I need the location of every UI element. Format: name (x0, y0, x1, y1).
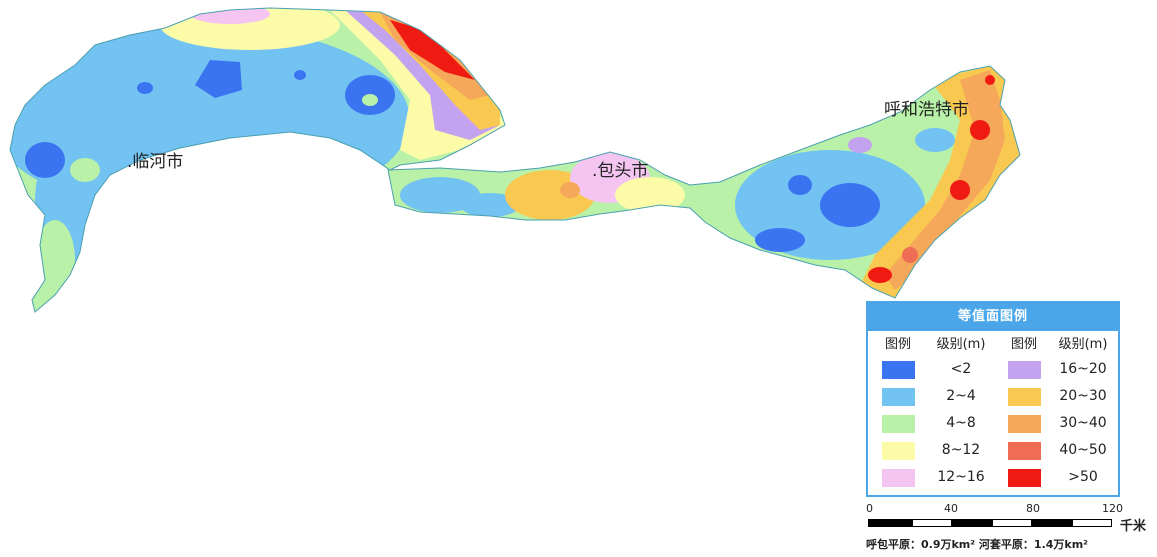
legend-swatch (881, 469, 915, 487)
city-label-huhehaote: 呼和浩特市 (884, 100, 969, 120)
legend-swatch (881, 415, 915, 433)
legend-swatch (881, 442, 915, 460)
legend-row-left-2 (874, 410, 922, 437)
scale-tick: 0 (866, 502, 873, 515)
legend-row-right-3 (1000, 437, 1048, 464)
legend-row-left-1 (874, 383, 922, 410)
legend-level: 8~12 (941, 442, 981, 458)
legend-swatch (1007, 442, 1041, 460)
scale-segment (912, 519, 952, 527)
city-label-baotou: .包头市 (592, 161, 649, 181)
legend-row-left-4 (874, 464, 922, 491)
legend-swatch (1007, 361, 1041, 379)
scale-segment (952, 519, 992, 527)
scale-tick: 120 (1102, 502, 1123, 515)
area-note: 呼包平原：0.9万km² 河套平原：1.4万km² (866, 538, 1088, 551)
scale-segment (992, 519, 1032, 527)
scale-bar: 0 40 80 120 千米 呼包平原：0.9万km² 河套平原：1.4万km² (866, 502, 1156, 556)
legend-level: <2 (950, 361, 972, 377)
legend-level: 40~50 (1059, 442, 1107, 458)
scale-tick: 40 (944, 502, 958, 515)
legend-swatch (1007, 415, 1041, 433)
legend-panel: 等值面图例 图例 级别(m) 图例 级别(m) <2 16~20 2~4 20~… (866, 301, 1120, 497)
legend-title: 等值面图例 (868, 303, 1118, 331)
legend-header-level-left: 级别(m) (936, 337, 986, 352)
legend-swatch (881, 361, 915, 379)
scale-tick: 80 (1026, 502, 1040, 515)
legend-level: 30~40 (1059, 415, 1107, 431)
legend-level: 12~16 (937, 469, 985, 485)
scale-segment (1072, 519, 1112, 527)
legend-row-left-0 (874, 356, 922, 383)
legend-row-left-3 (874, 437, 922, 464)
legend-header-swatch-left: 图例 (884, 337, 911, 352)
legend-row-right-2 (1000, 410, 1048, 437)
hetao-plain-region (10, 8, 505, 312)
scale-unit: 千米 (1120, 519, 1147, 534)
scale-segment (868, 519, 912, 527)
city-label-linhe: .临河市 (127, 152, 184, 172)
legend-level: 20~30 (1059, 388, 1107, 404)
legend-swatch (1007, 388, 1041, 406)
legend-swatch (1007, 469, 1041, 487)
legend-swatch (881, 388, 915, 406)
legend-header-swatch-right: 图例 (1010, 337, 1037, 352)
legend-row-right-1 (1000, 383, 1048, 410)
legend-level: 4~8 (946, 415, 976, 431)
legend-row-right-4 (1000, 464, 1048, 491)
legend-grid: 图例 级别(m) 图例 级别(m) <2 16~20 2~4 20~30 4~8… (874, 334, 1118, 491)
legend-level: >50 (1068, 469, 1098, 485)
legend-level: 2~4 (946, 388, 976, 404)
legend-row-right-0 (1000, 356, 1048, 383)
scale-segment (1032, 519, 1072, 527)
legend-header-level-right: 级别(m) (1058, 337, 1108, 352)
legend-level: 16~20 (1059, 361, 1107, 377)
